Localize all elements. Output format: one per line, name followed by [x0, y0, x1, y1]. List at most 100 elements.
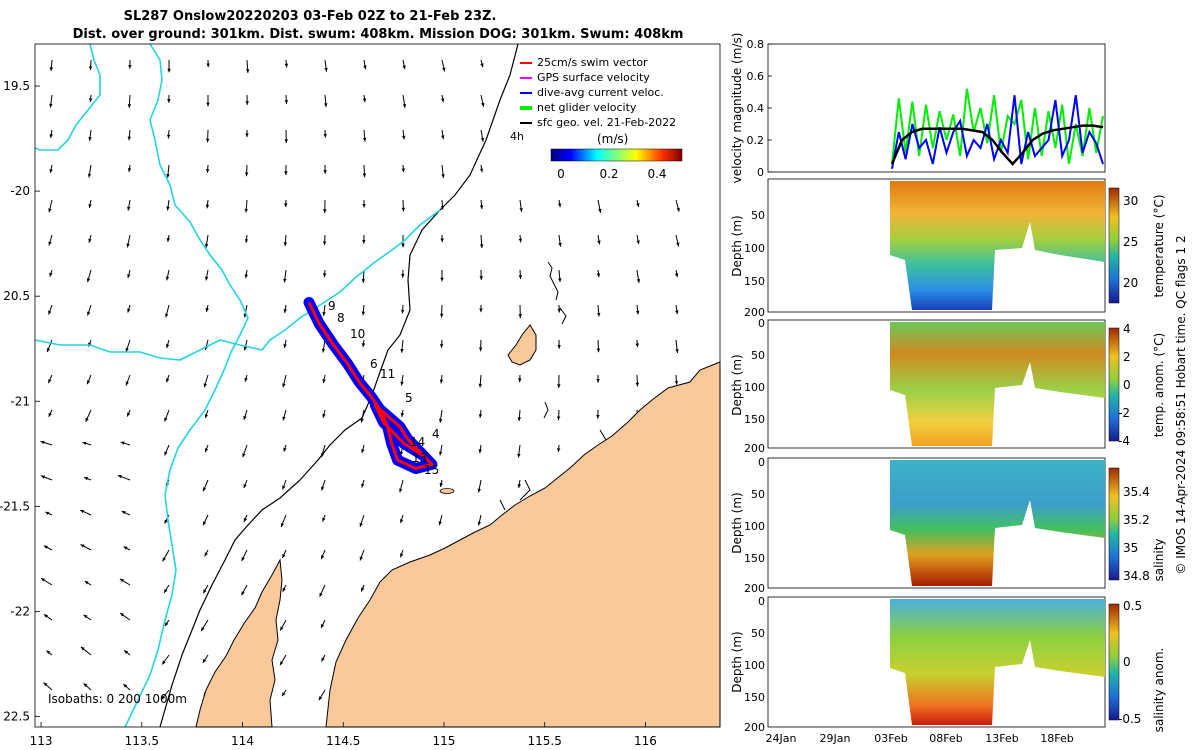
- velocity-ylabel: velocity magnitude (m/s): [730, 33, 744, 184]
- velocity-arrow: [127, 269, 131, 279]
- velocity-arrow: [88, 234, 92, 243]
- velocity-arrow: [324, 59, 328, 72]
- velocity-arrow: [517, 444, 521, 458]
- velocity-arrow: [636, 199, 640, 208]
- velocity-arrow: [127, 129, 132, 141]
- velocity-arrow: [480, 94, 485, 107]
- velocity-arrow: [322, 409, 326, 418]
- velocity-arrow: [48, 409, 53, 417]
- velocity-arrow: [438, 444, 443, 456]
- velocity-arrow: [119, 612, 131, 621]
- velocity-arrow: [400, 339, 404, 353]
- velocity-arrow: [399, 479, 404, 493]
- colorbar-tick: 0.4: [647, 167, 666, 181]
- velocity-arrow: [518, 269, 523, 279]
- velocity-arrow: [127, 94, 132, 108]
- velocity-arrow: [282, 584, 287, 592]
- velocity-arrow: [86, 269, 92, 283]
- velocity-arrow: [49, 59, 54, 72]
- velocity-arrow: [281, 689, 287, 697]
- velocity-arrow: [244, 164, 249, 177]
- velocity-arrow: [675, 339, 679, 353]
- map-frame: [34, 43, 721, 728]
- map-panel: SL287 Onslow20220203 03-Feb 02Z to 21-Fe…: [0, 9, 721, 748]
- velocity-arrow: [43, 545, 53, 551]
- velocity-arrow: [518, 234, 523, 243]
- velocity-arrow: [401, 199, 406, 212]
- velocity-arrow: [46, 339, 53, 353]
- velocity-arrow: [88, 129, 92, 141]
- velocity-arrow: [323, 199, 327, 213]
- depth-tick: 50: [751, 627, 765, 640]
- velocity-arrow: [244, 234, 249, 243]
- velocity-arrow: [675, 304, 679, 315]
- y-tick-label: 19.5: [3, 79, 30, 93]
- velocity-arrow: [282, 409, 287, 421]
- velocity-arrow: [518, 304, 522, 318]
- velocity-arrow: [279, 654, 287, 666]
- velocity-arrow: [635, 339, 640, 348]
- depth-tick: 0: [758, 317, 765, 330]
- velocity-arrow: [48, 199, 53, 213]
- depth-tick: 150: [744, 691, 765, 704]
- velocity-arrow: [43, 613, 53, 621]
- velocity-arrow: [675, 199, 680, 212]
- x-tick-label: 116: [634, 734, 657, 748]
- velocity-arrow: [360, 584, 365, 592]
- velocity-arrow: [204, 234, 209, 248]
- velocity-arrow: [45, 511, 53, 516]
- velocity-arrow: [558, 269, 562, 283]
- depth-tick: 200: [744, 721, 765, 734]
- y-tick-label: 20.5: [3, 289, 30, 303]
- velocity-arrow: [440, 270, 444, 282]
- velocity-arrow: [636, 269, 641, 283]
- velocity-arrow: [519, 199, 523, 212]
- velocity-arrow: [204, 444, 209, 453]
- velocity-arrow: [322, 304, 326, 316]
- island: [507, 324, 537, 366]
- velocity-arrow: [480, 59, 484, 68]
- isobath-cyan-nw: [34, 43, 101, 151]
- y-tick-label: -22: [10, 604, 30, 618]
- velocity-arrow: [478, 374, 483, 388]
- depth-tick: 200: [744, 442, 765, 455]
- date-tick: 24Jan: [766, 732, 797, 745]
- velocity-arrow: [596, 374, 600, 383]
- velocity-arrow: [243, 479, 248, 489]
- velocity-arrow: [284, 199, 288, 208]
- velocity-arrow: [127, 304, 131, 313]
- isobath-1000m: [159, 43, 519, 728]
- cbar-tick: 0.5: [1123, 599, 1142, 613]
- day-label: 4: [432, 427, 440, 441]
- velocity-arrow: [163, 584, 170, 594]
- velocity-arrow: [323, 164, 327, 174]
- velocity-arrow: [88, 94, 93, 103]
- y-tick-label: -21.5: [0, 499, 30, 513]
- velocity-arrow: [283, 304, 288, 314]
- velocity-arrow: [401, 164, 406, 173]
- velocity-arrow: [518, 374, 522, 383]
- velocity-arrow: [479, 199, 484, 210]
- y-tick-label: -20: [10, 184, 30, 198]
- swim-track: [307, 301, 434, 470]
- velocity-arrow: [86, 374, 92, 385]
- velocity-arrow: [557, 304, 561, 313]
- velocity-arrow: [242, 444, 248, 458]
- cbar-tick: -4: [1118, 434, 1130, 448]
- date-tick: 08Feb: [929, 732, 962, 745]
- velocity-series-line: [891, 95, 1104, 169]
- velocity-arrow: [87, 304, 92, 316]
- velocity-arrow: [517, 479, 522, 489]
- depth-tick: 100: [744, 520, 765, 533]
- velocity-series-line: [891, 88, 1104, 165]
- depth-tick: 0: [758, 595, 765, 608]
- velocity-arrow: [83, 682, 92, 691]
- velocity-arrow: [479, 164, 484, 173]
- velocity-arrow: [438, 409, 443, 423]
- velocity-arrow: [167, 59, 171, 73]
- velocity-arrow: [321, 654, 326, 662]
- velocity-arrow: [441, 59, 446, 72]
- velocity-arrow: [359, 514, 365, 527]
- velocity-arrow: [161, 654, 170, 665]
